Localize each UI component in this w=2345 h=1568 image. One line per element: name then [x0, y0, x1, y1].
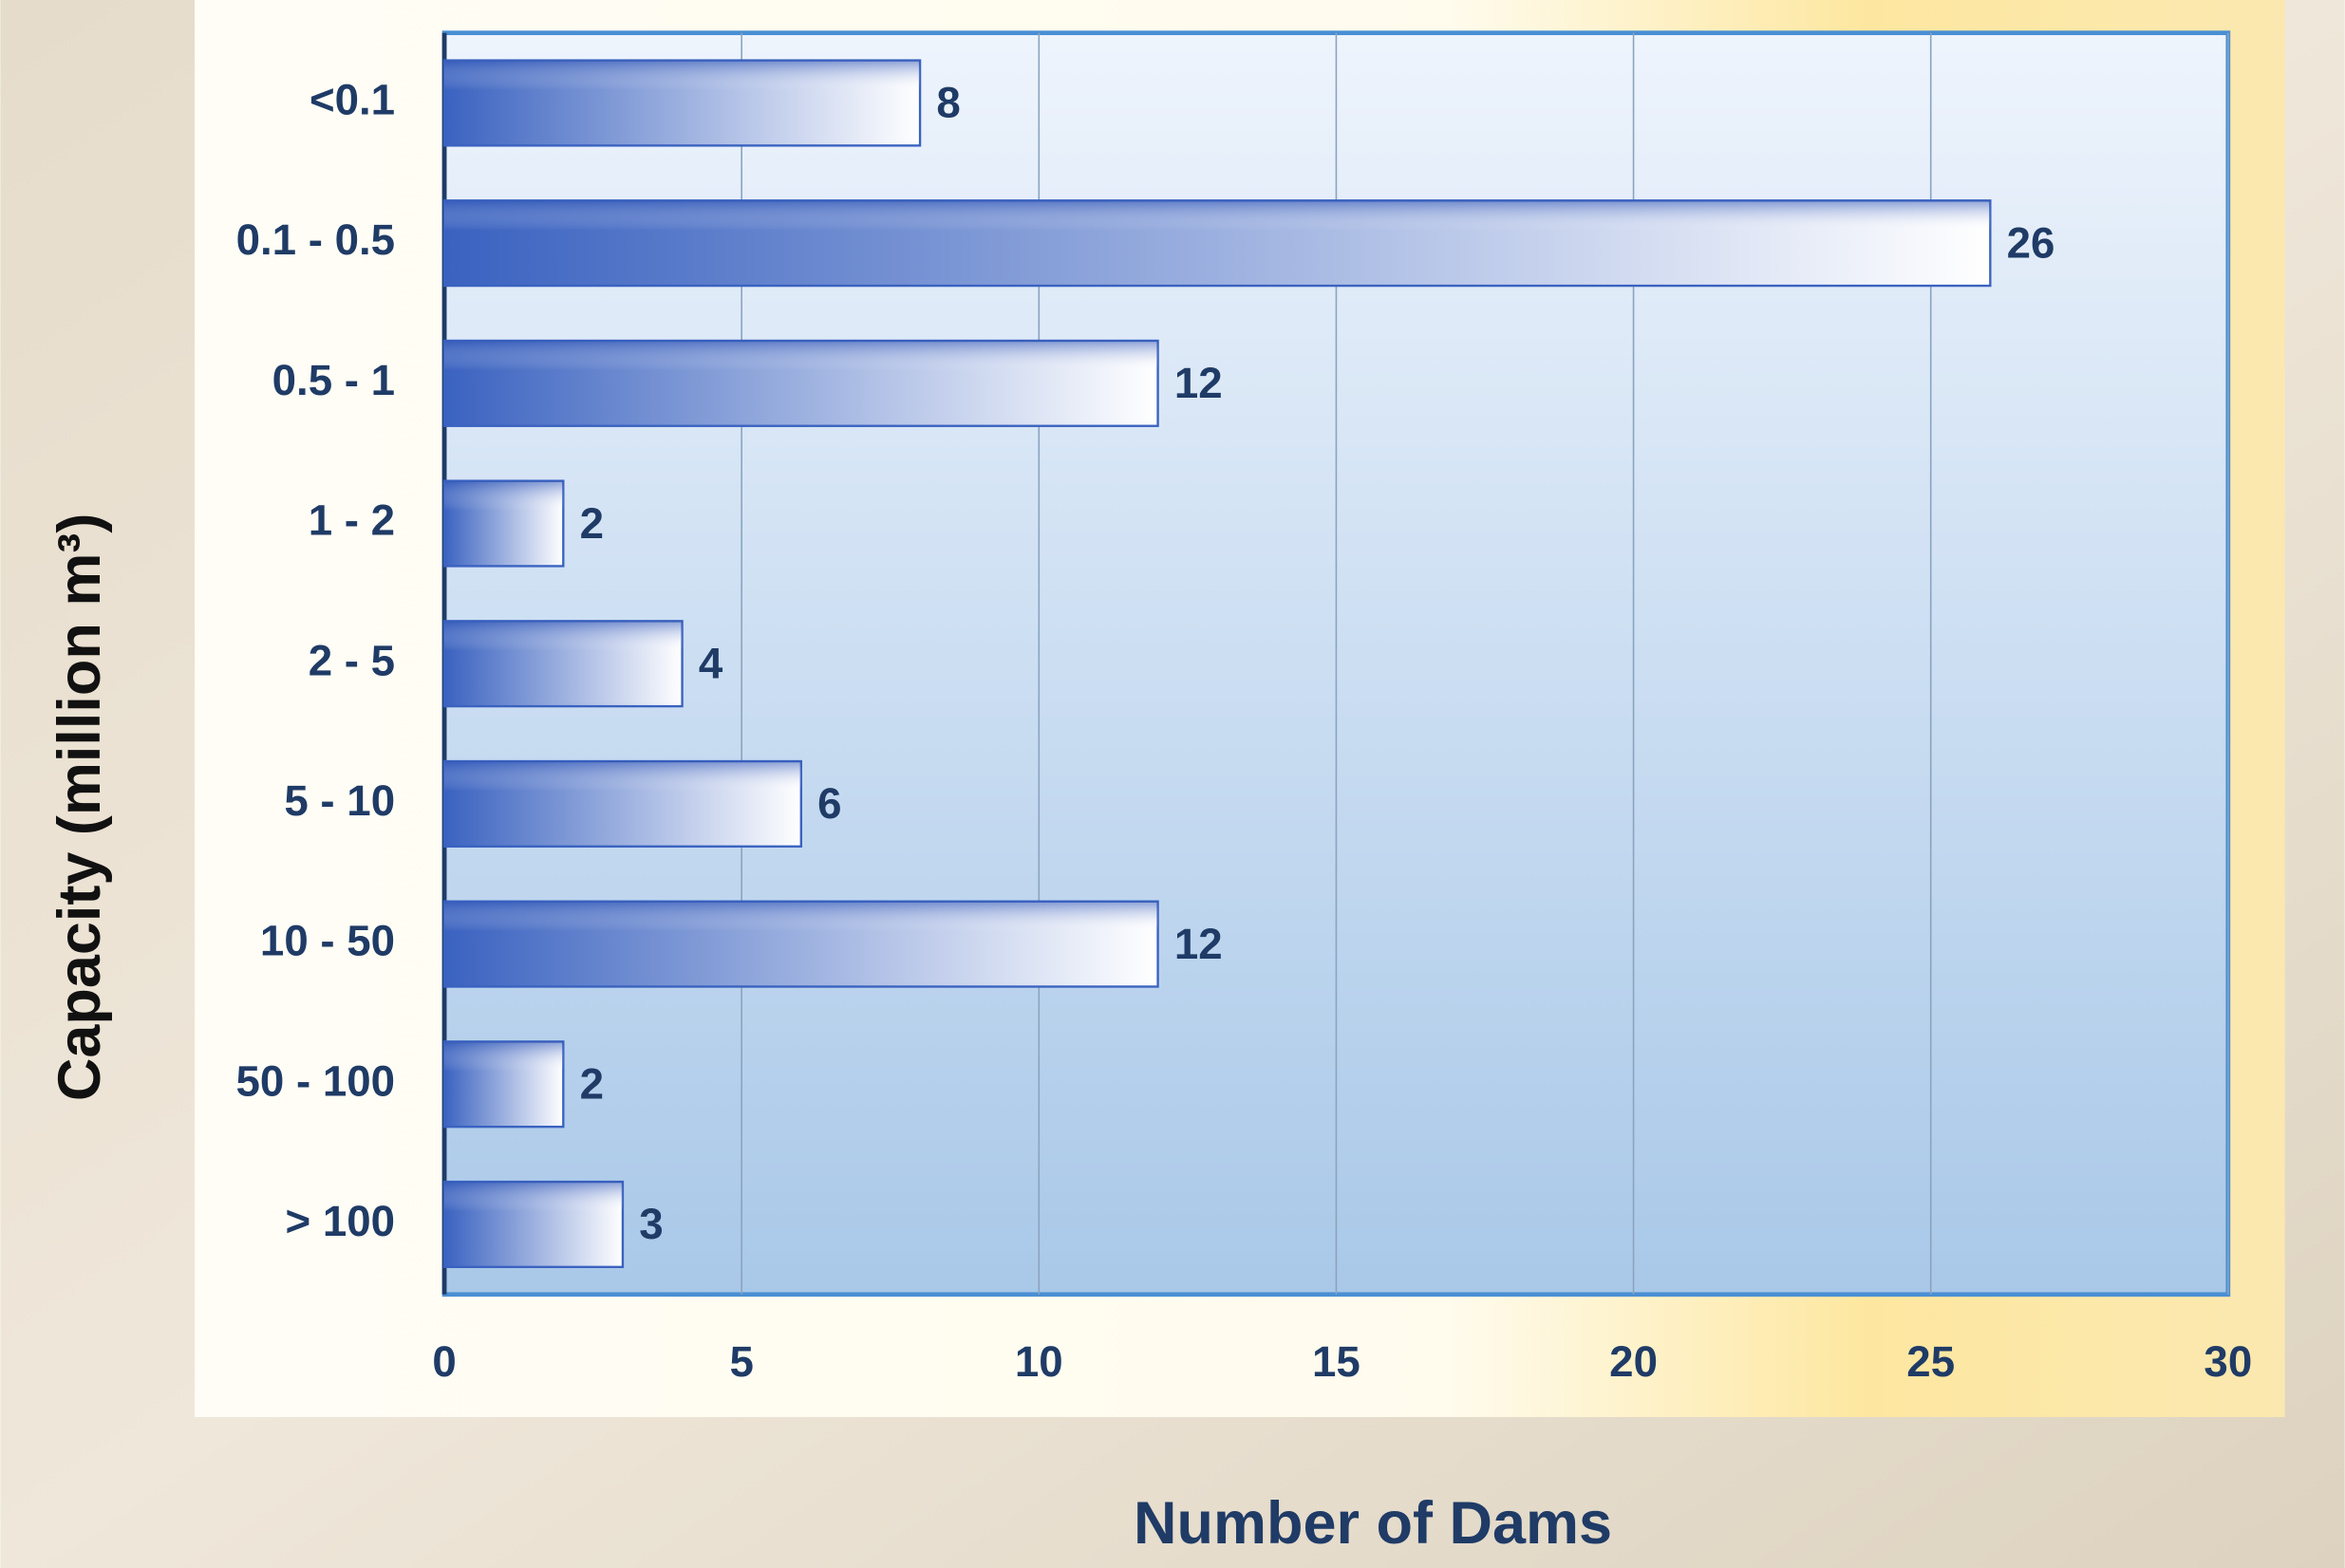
x-tick-label: 20 — [1609, 1337, 1658, 1386]
bar-shade — [444, 340, 1158, 426]
y-tick-label: 10 - 50 — [260, 917, 395, 965]
x-tick-label: 10 — [1015, 1337, 1063, 1386]
bar-shade — [444, 60, 921, 146]
y-tick-label: 50 - 100 — [236, 1056, 396, 1105]
bar-shade — [444, 1041, 564, 1128]
data-label: 12 — [1174, 359, 1223, 407]
x-tick-label: 30 — [2204, 1337, 2252, 1386]
y-tick-label: 1 - 2 — [309, 496, 395, 545]
x-tick-label: 25 — [1906, 1337, 1955, 1386]
data-label: 8 — [936, 79, 960, 127]
y-tick-label: 5 - 10 — [284, 776, 395, 825]
data-label: 26 — [2007, 218, 2055, 267]
x-tick-label: 5 — [729, 1337, 753, 1386]
data-label: 4 — [699, 639, 723, 687]
data-label: 12 — [1174, 920, 1223, 968]
y-tick-label: 0.1 - 0.5 — [236, 215, 396, 264]
bar-shade — [444, 480, 564, 567]
bar-shade — [444, 901, 1158, 987]
y-tick-label: > 100 — [286, 1197, 396, 1245]
y-tick-label: <0.1 — [310, 76, 395, 124]
y-axis-title: Capacity (million m³) — [47, 513, 113, 1101]
data-label: 2 — [580, 1059, 604, 1108]
bar-shade — [444, 621, 683, 707]
bar-shade — [444, 1182, 623, 1267]
y-tick-label: 0.5 - 1 — [272, 356, 395, 404]
data-label: 6 — [817, 779, 841, 828]
data-label: 2 — [580, 499, 604, 548]
bar-shade — [444, 761, 801, 847]
data-label: 3 — [639, 1200, 663, 1248]
bar-shade — [444, 200, 1991, 287]
x-axis-title: Number of Dams — [1134, 1490, 1612, 1557]
x-tick-label: 0 — [432, 1337, 456, 1386]
y-tick-label: 2 - 5 — [309, 636, 395, 684]
x-tick-label: 15 — [1312, 1337, 1360, 1386]
